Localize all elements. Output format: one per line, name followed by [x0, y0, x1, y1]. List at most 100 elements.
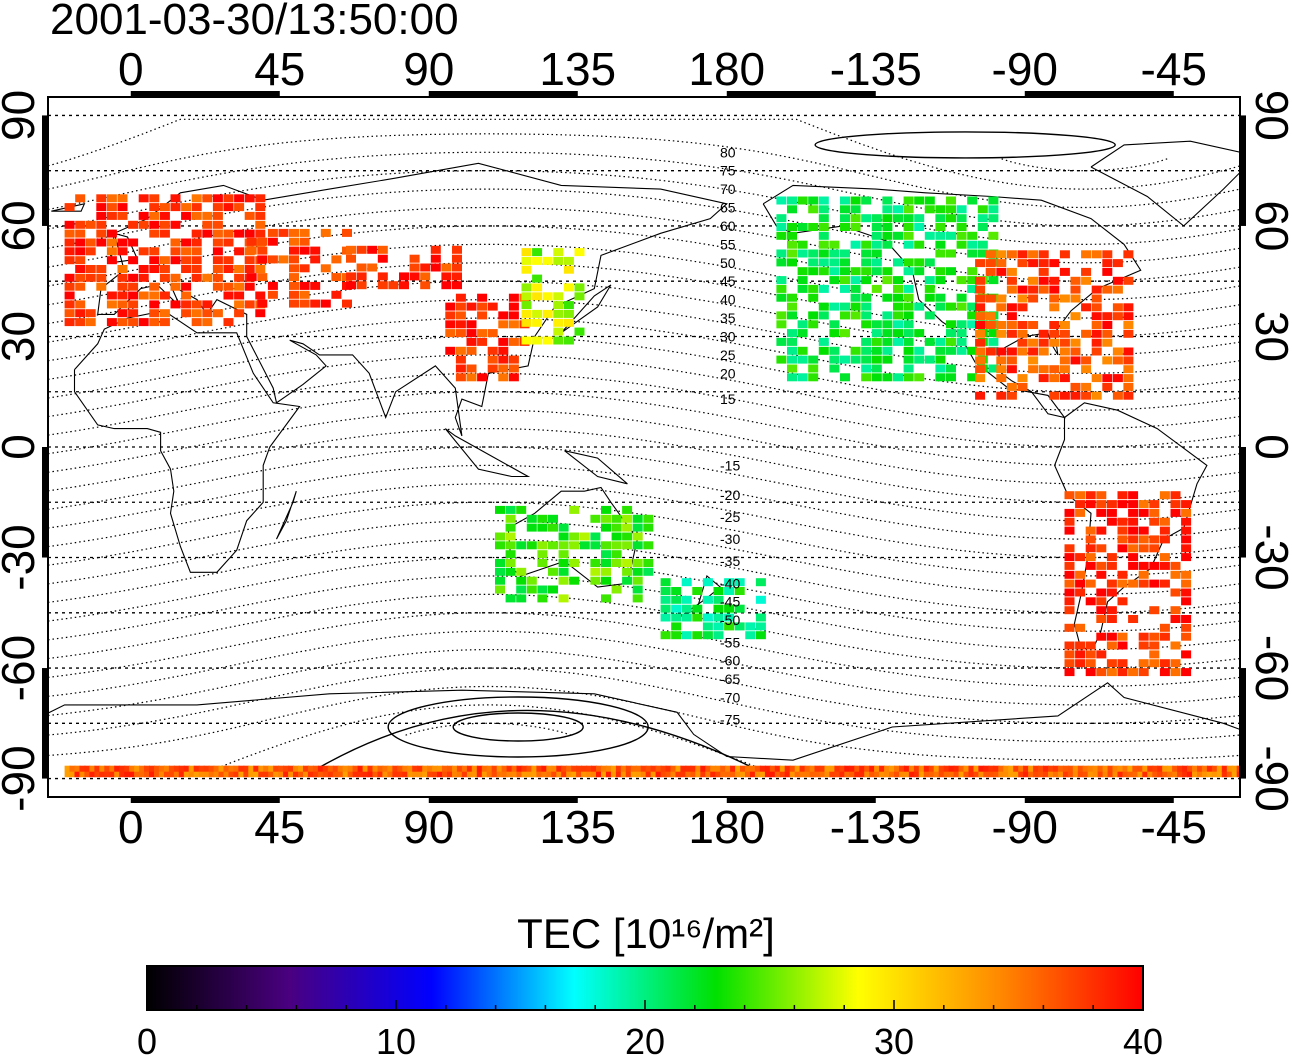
- contour-label: 20: [720, 365, 736, 381]
- tec-point: [139, 765, 146, 772]
- frame-tick-bars: [42, 91, 1246, 803]
- tec-point: [787, 311, 797, 320]
- tec-point: [844, 771, 851, 778]
- tec-point: [1017, 250, 1028, 259]
- tec-point: [1181, 668, 1192, 677]
- tec-point: [692, 604, 703, 613]
- colorbar-tick-label: 20: [625, 1021, 665, 1057]
- tec-point: [903, 223, 914, 231]
- tec-point: [914, 355, 925, 364]
- tec-point: [903, 765, 910, 772]
- tec-point: [914, 346, 925, 355]
- tec-point: [574, 292, 585, 301]
- tec-point: [590, 567, 601, 576]
- contour-label: 45: [720, 273, 736, 289]
- tec-point: [407, 765, 414, 772]
- tec-point: [1075, 659, 1086, 668]
- tec-point: [501, 771, 508, 778]
- tec-point: [1181, 615, 1192, 623]
- tec-point: [935, 302, 946, 311]
- lon-tick-top: -90: [992, 43, 1058, 95]
- tec-point: [441, 281, 452, 290]
- tec-point: [1049, 285, 1060, 294]
- tec-point: [203, 765, 210, 772]
- tec-point: [307, 771, 314, 778]
- tec-point: [154, 771, 160, 778]
- tec-point: [1091, 374, 1102, 383]
- tec-point: [1096, 597, 1107, 606]
- tec-point: [859, 765, 866, 772]
- contour-label: 80: [720, 144, 736, 160]
- tec-point: [601, 594, 611, 603]
- tec-point: [622, 532, 633, 541]
- tec-point: [840, 258, 850, 267]
- tec-point: [591, 765, 597, 772]
- lon-tick-bottom: 45: [254, 801, 305, 853]
- tec-point: [956, 223, 967, 231]
- tec-point: [1096, 526, 1107, 535]
- tec-point: [289, 281, 299, 290]
- tec-point: [170, 220, 181, 229]
- tec-point: [310, 299, 321, 308]
- tec-point: [1081, 356, 1092, 365]
- tec-point: [725, 771, 732, 778]
- tec-point: [508, 293, 519, 302]
- tec-point: [342, 299, 352, 308]
- tec-point: [234, 247, 245, 256]
- tec-point: [601, 541, 611, 550]
- coastline: [97, 162, 728, 437]
- tec-point: [871, 214, 882, 223]
- tec-point: [170, 256, 181, 265]
- tec-point: [1028, 356, 1039, 365]
- tec-point: [1167, 771, 1174, 778]
- tec-point: [1159, 632, 1170, 641]
- tec-point: [620, 771, 627, 778]
- tec-point: [74, 765, 81, 772]
- tec-point: [1177, 765, 1184, 772]
- tec-point: [1096, 615, 1107, 623]
- tec-point: [322, 765, 329, 772]
- tec-point: [829, 249, 840, 258]
- tec-point: [367, 765, 374, 772]
- tec-point: [924, 311, 935, 320]
- tec-point: [903, 196, 914, 205]
- tec-point: [660, 631, 671, 640]
- tec-point: [840, 311, 850, 320]
- tec-point: [1017, 347, 1028, 356]
- tec-point: [456, 771, 463, 778]
- tec-point: [191, 247, 202, 256]
- tec-point: [138, 211, 149, 220]
- tec-point: [829, 276, 840, 285]
- tec-point: [234, 194, 245, 203]
- tec-point: [840, 302, 850, 311]
- tec-point: [975, 312, 986, 321]
- tec-point: [212, 203, 223, 212]
- tec-point: [759, 765, 766, 772]
- tec-point: [134, 771, 141, 778]
- tec-point: [64, 229, 75, 238]
- tec-point: [283, 765, 290, 772]
- tec-point: [818, 346, 829, 355]
- tec-point: [521, 292, 532, 301]
- tec-point: [117, 300, 128, 309]
- tec-point: [710, 771, 717, 778]
- tec-point: [724, 578, 735, 587]
- tec-point: [1123, 276, 1134, 285]
- tec-point: [702, 631, 713, 640]
- tec-point: [1085, 659, 1096, 668]
- tec-point: [861, 364, 872, 373]
- tec-point: [776, 231, 787, 240]
- tec-point: [1070, 294, 1081, 303]
- tec-point: [96, 220, 107, 229]
- tec-point: [320, 299, 331, 308]
- tec-point: [1081, 329, 1092, 338]
- tec-point: [526, 576, 537, 585]
- tec-point: [397, 765, 404, 772]
- tec-point: [505, 505, 516, 514]
- tec-point: [893, 231, 903, 240]
- tec-point: [776, 214, 787, 223]
- tec-point: [670, 771, 677, 778]
- tec-point: [685, 765, 692, 772]
- tec-point: [829, 302, 840, 311]
- tec-point: [1096, 491, 1107, 500]
